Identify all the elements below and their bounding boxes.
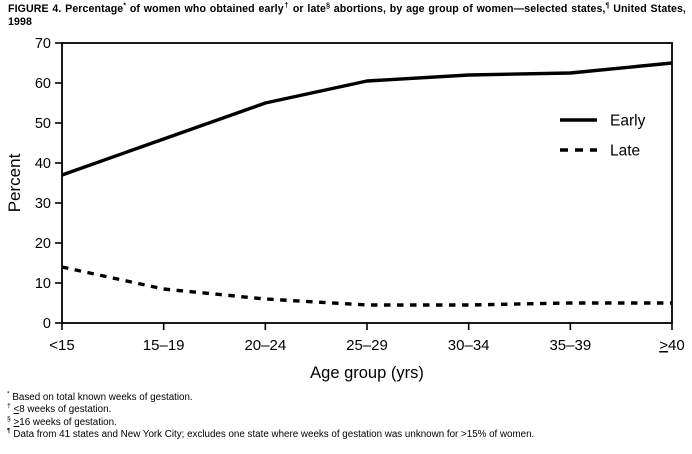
x-tick-label: 15–19 xyxy=(143,337,185,354)
legend-label-early: Early xyxy=(610,113,646,130)
footnote-marker: ¶ xyxy=(7,427,11,435)
y-tick-label: 40 xyxy=(35,156,51,172)
x-axis-title: Age group (yrs) xyxy=(310,364,424,382)
x-tick-label: 30–34 xyxy=(448,337,490,354)
footnote-marker: * xyxy=(7,390,10,398)
title-text: FIGURE 4. Percentage xyxy=(8,3,124,15)
y-tick-label: 20 xyxy=(35,236,51,252)
line-chart: 0 10 20 30 40 50 60 70 <15 15–19 20–24 25–29 30–34 35… xyxy=(5,36,685,382)
footnote-line: § >16 weeks of gestation. xyxy=(7,415,687,429)
footnote-text: Data from 41 states and New York City; e… xyxy=(13,429,535,441)
footnote-text: 8 weeks of gestation. xyxy=(19,404,112,416)
footnote-line: * Based on total known weeks of gestatio… xyxy=(7,390,687,404)
y-tick-label: 50 xyxy=(35,116,51,132)
title-superscript-marker: † xyxy=(283,2,290,10)
footnote-text: Based on total known weeks of gestation. xyxy=(12,392,193,403)
title-text: United States, 1998 xyxy=(8,3,686,29)
y-tick-label: 0 xyxy=(43,316,51,332)
title-text: or late xyxy=(289,3,327,15)
title-text: abortions, by age group of women—selecte… xyxy=(330,3,606,15)
series-late-line xyxy=(61,265,672,307)
x-tick-label: 35–39 xyxy=(549,337,591,354)
x-tick-label: 25–29 xyxy=(346,337,388,354)
series-early-line xyxy=(61,61,673,177)
footnotes: * Based on total known weeks of gestatio… xyxy=(7,390,687,442)
title-superscript-marker: ¶ xyxy=(605,2,610,10)
title-superscript-marker: * xyxy=(123,2,127,10)
footnote-inequality-sign: > xyxy=(13,416,20,428)
x-tick-label: <15 xyxy=(49,337,74,354)
footnote-line: ¶ Data from 41 states and New York City;… xyxy=(7,427,687,441)
footnote-inequality-sign: < xyxy=(13,404,20,416)
figure-title: FIGURE 4. Percentage* of women who obtai… xyxy=(8,2,686,29)
footnote-marker: † xyxy=(7,403,11,411)
y-tick-label: 30 xyxy=(35,196,51,212)
footnote-marker: § xyxy=(7,415,11,423)
x-tick-label: 20–24 xyxy=(244,337,286,354)
y-tick-label: 60 xyxy=(35,76,51,92)
footnote-text: 16 weeks of gestation. xyxy=(19,416,117,428)
legend-label-late: Late xyxy=(610,143,640,160)
y-tick-label: 10 xyxy=(35,276,51,292)
title-superscript-marker: § xyxy=(326,2,331,10)
plot-border xyxy=(61,42,673,324)
footnote-line: † <8 weeks of gestation. xyxy=(7,403,687,416)
y-axis-title: Percent xyxy=(5,153,24,212)
x-tick-label: >40 xyxy=(659,337,684,354)
title-text: of women who obtained early xyxy=(126,3,284,15)
y-tick-label: 70 xyxy=(35,36,51,52)
